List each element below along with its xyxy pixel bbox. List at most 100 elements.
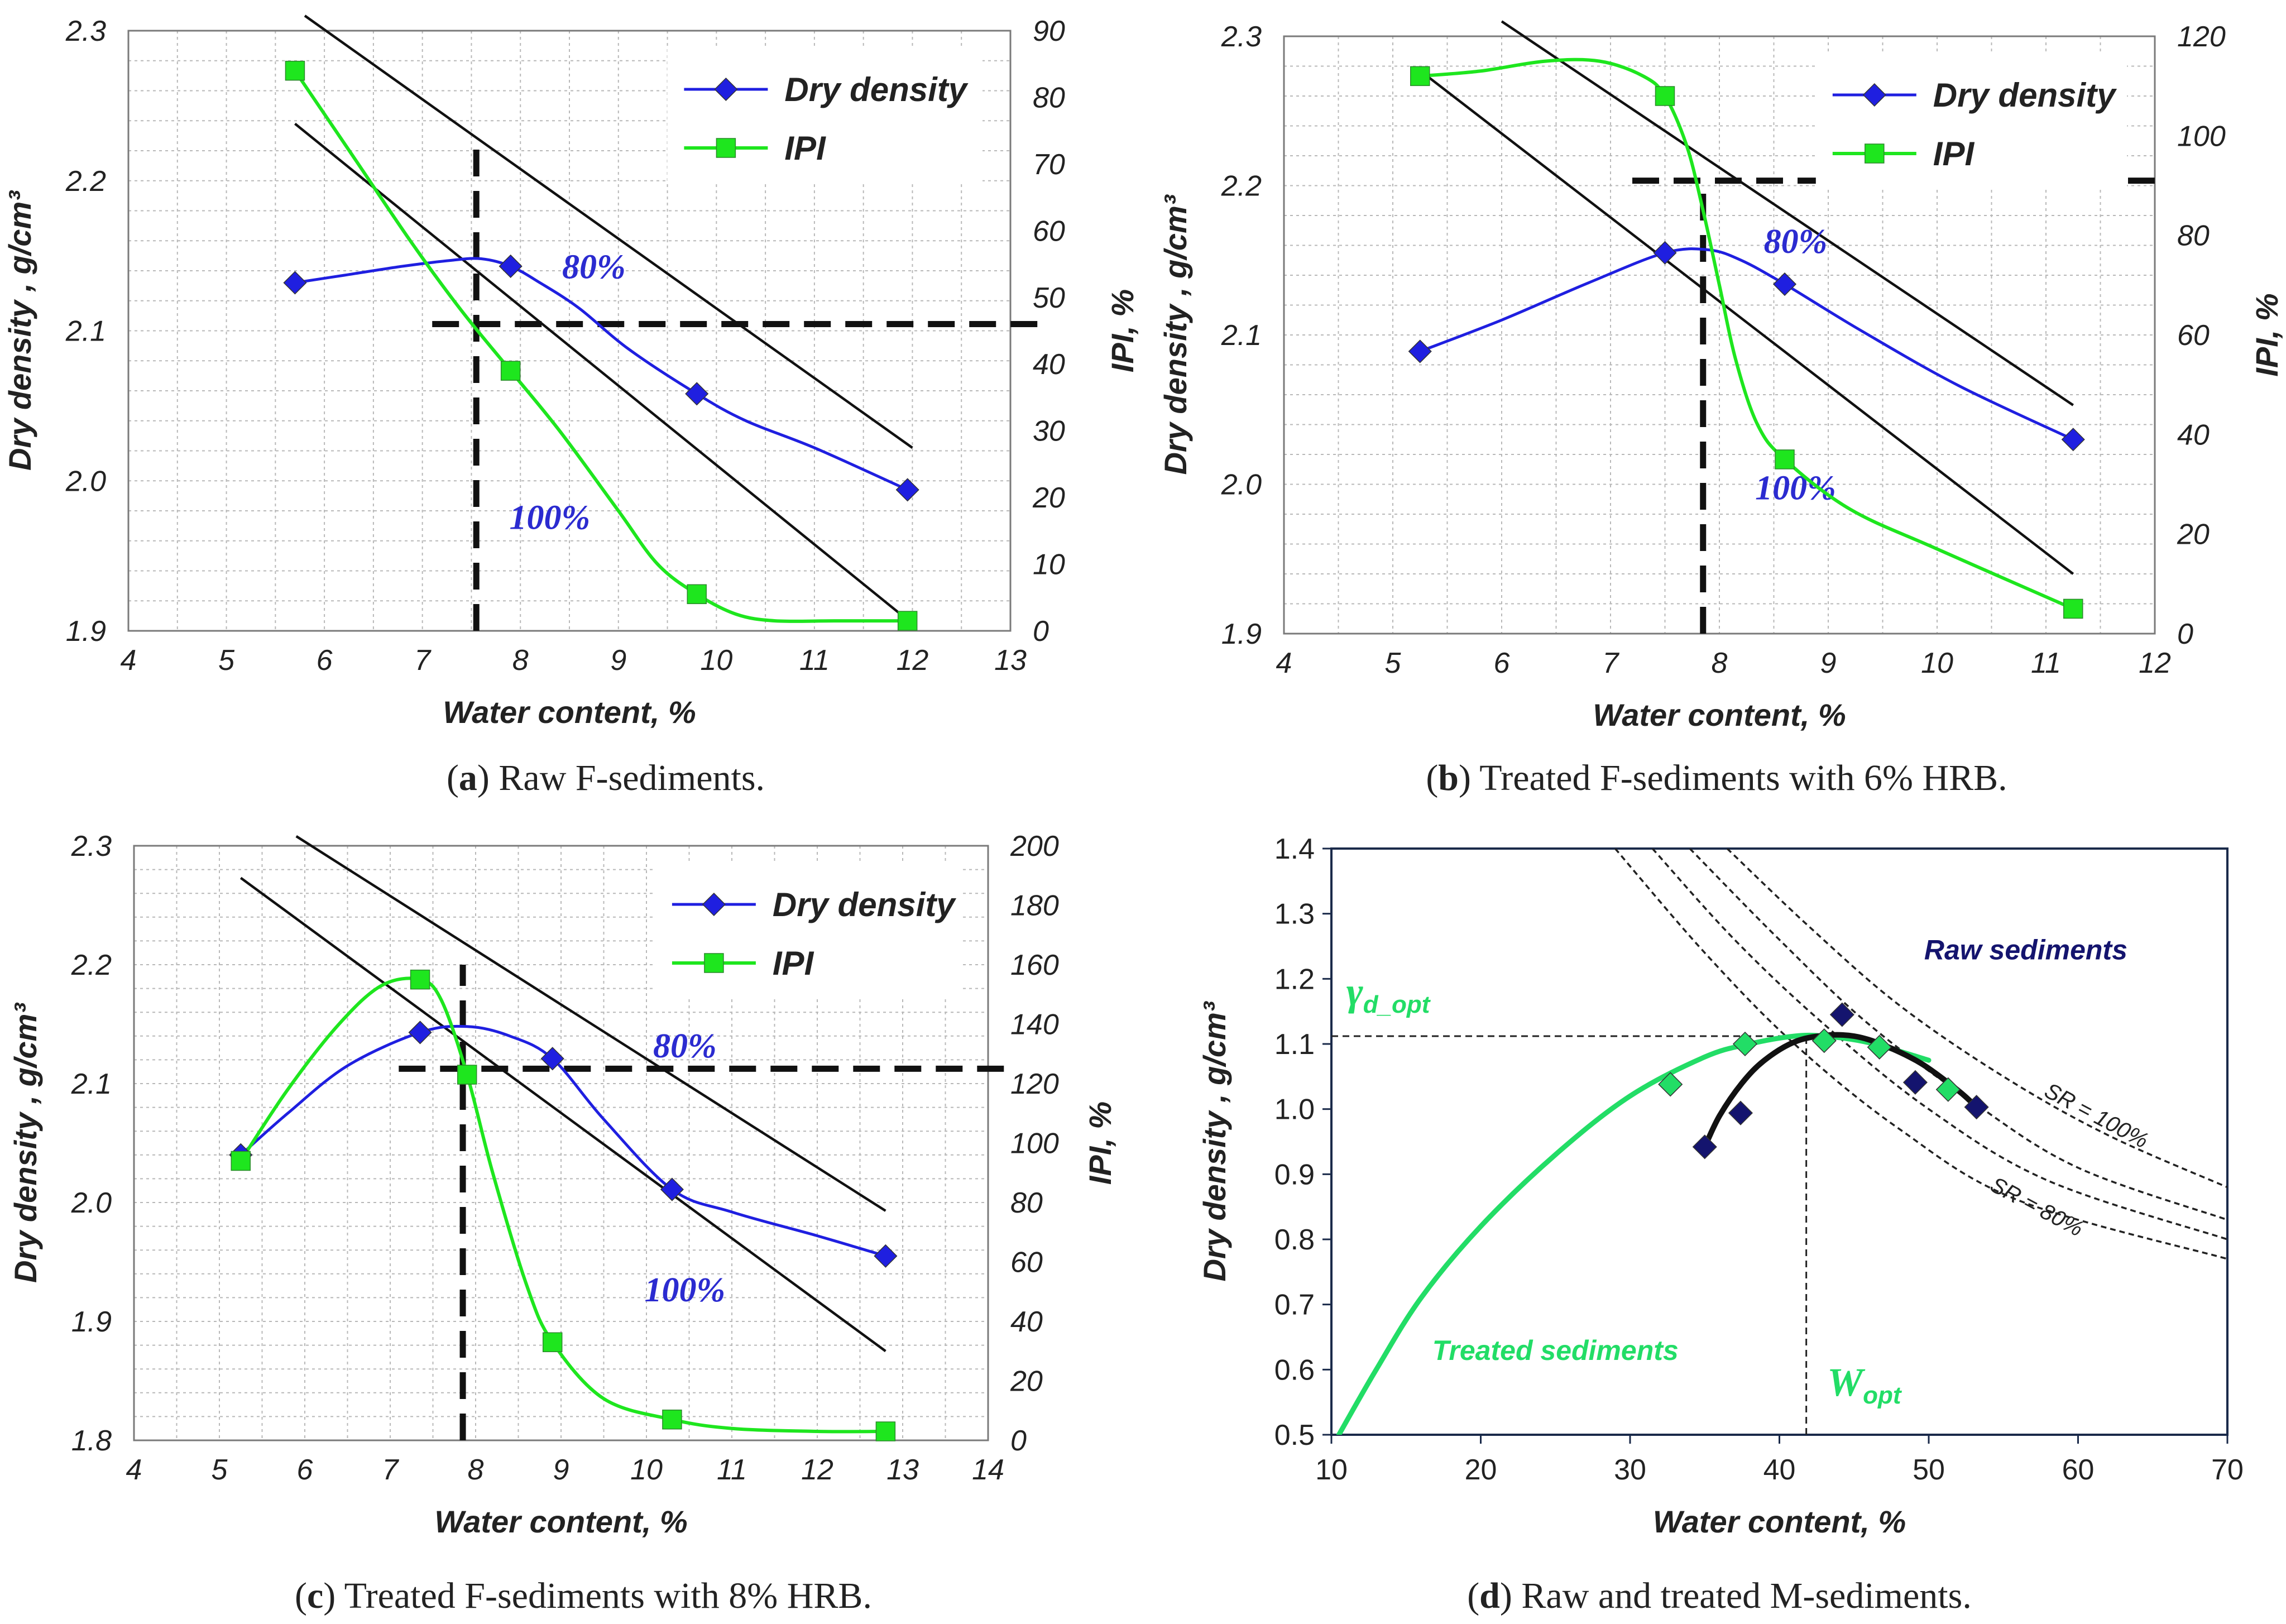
- dry-density-point: [540, 1047, 564, 1071]
- y-tick-label: 0.7: [1274, 1289, 1315, 1321]
- caption-b: (b) Treated F-sediments with 6% HRB.: [1426, 758, 2007, 798]
- data-point: [1811, 1028, 1837, 1053]
- ipi-curve: [239, 976, 886, 1434]
- y-tick-label: 0.5: [1274, 1419, 1315, 1451]
- legend-label-dry-density: Dry density: [1933, 76, 2117, 114]
- ipi-point: [2063, 598, 2083, 619]
- x-tick-label: 7: [382, 1454, 400, 1486]
- y-tick-label: 1.3: [1274, 898, 1315, 931]
- caption-d: (d) Raw and treated M-sediments.: [1467, 1575, 1972, 1616]
- x-tick-label: 6: [317, 644, 333, 677]
- x-tick-label: 40: [1763, 1454, 1796, 1486]
- x-tick-label: 13: [886, 1454, 919, 1486]
- y-tick-label: 0.6: [1274, 1354, 1315, 1386]
- dry-density-point: [2061, 428, 2085, 452]
- plot-frame: [1330, 847, 2229, 1436]
- saturation-line: [1501, 20, 2074, 406]
- x-tick-label: 6: [297, 1454, 313, 1486]
- y2-axis-title: IPI, %: [2249, 293, 2284, 376]
- saturation-label: 100%: [510, 499, 591, 536]
- plot-frame: [133, 845, 989, 1441]
- ipi-curve: [293, 70, 908, 623]
- x-tick-label: 8: [1712, 647, 1728, 679]
- x-tick-label: 11: [2031, 647, 2061, 679]
- caption-a-text: Raw F-sediments.: [490, 758, 765, 798]
- dry-density-curve: [1419, 247, 2074, 441]
- x-tick-label: 4: [126, 1454, 142, 1486]
- x-tick-label: 5: [218, 644, 235, 677]
- saturation-line: [295, 835, 886, 1212]
- y2-tick-label: 0: [1033, 615, 1049, 648]
- saturation-label: 80%: [562, 248, 626, 286]
- data-point: [1692, 1134, 1717, 1160]
- dry-density-point: [408, 1021, 432, 1045]
- saturation-curve: [1614, 849, 2227, 1260]
- data-point: [1964, 1095, 1989, 1120]
- x-tick-label: 10: [1921, 647, 1953, 679]
- annotation-symbol: γd_opt: [1346, 969, 1431, 1018]
- y-tick-label: 2.0: [71, 1187, 112, 1219]
- y-tick-label: 2.1: [65, 315, 106, 348]
- x-tick-label: 13: [994, 644, 1027, 677]
- x-tick-label: 60: [2062, 1454, 2095, 1486]
- y-tick-label: 0.8: [1274, 1224, 1315, 1256]
- x-tick-label: 4: [121, 644, 137, 677]
- legend-label-dry-density: Dry density: [773, 886, 956, 923]
- y2-tick-label: 120: [1010, 1068, 1059, 1100]
- y-tick-label: 2.0: [1221, 469, 1262, 501]
- y2-tick-label: 60: [1010, 1247, 1043, 1279]
- y-tick-label: 1.2: [1274, 963, 1315, 995]
- x-tick-label: 12: [801, 1454, 833, 1486]
- y-axis-title: Dry density , g/cm³: [1158, 194, 1193, 475]
- y-axis-title: Dry density , g/cm³: [1197, 1001, 1232, 1281]
- y2-tick-label: 0: [1010, 1425, 1027, 1457]
- caption-d-text: Raw and treated M-sediments.: [1512, 1575, 1972, 1616]
- y2-tick-label: 20: [1032, 482, 1065, 514]
- x-tick-label: 5: [1385, 647, 1402, 679]
- data-point: [1658, 1072, 1683, 1097]
- x-axis-title: Water content, %: [443, 694, 696, 730]
- panel-c-chart: 4 5 6 7 8 9 10 11 12 13 14 1.8 1.9 2.0 2.1 2.2 2.3 0 20 40 6…: [8, 830, 1118, 1539]
- y2-tick-label: 20: [2177, 519, 2210, 551]
- data-point: [1732, 1031, 1758, 1057]
- caption-c-text: Treated F-sediments with 8% HRB.: [336, 1575, 872, 1616]
- plot-frame: [127, 30, 1012, 632]
- y2-tick-label: 200: [1010, 830, 1059, 863]
- y-tick-label: 2.2: [1221, 170, 1262, 203]
- x-tick-label: 12: [897, 644, 929, 677]
- y2-tick-label: 10: [1033, 549, 1065, 581]
- y2-tick-label: 120: [2177, 21, 2226, 53]
- y2-tick-label: 0: [2177, 618, 2193, 650]
- caption-a-letter: a: [459, 758, 477, 798]
- y2-tick-label: 100: [1010, 1128, 1059, 1160]
- y2-tick-label: 80: [1010, 1187, 1043, 1219]
- saturation-label: 100%: [645, 1271, 726, 1309]
- dry-density-point: [1653, 241, 1677, 265]
- x-tick-label: 8: [468, 1454, 484, 1486]
- ipi-point: [875, 1421, 896, 1441]
- dry-density-point: [660, 1177, 684, 1201]
- y2-tick-label: 60: [2177, 319, 2210, 352]
- ipi-point: [1775, 449, 1795, 470]
- saturation-label: 80%: [653, 1027, 717, 1065]
- saturation-label: 100%: [1755, 469, 1836, 507]
- y-axis-title: Dry density , g/cm³: [2, 190, 37, 471]
- data-point: [1728, 1100, 1753, 1125]
- saturation-curve: [1689, 849, 2227, 1221]
- y-tick-label: 2.3: [1221, 21, 1262, 53]
- data-point: [1829, 1002, 1854, 1027]
- x-tick-label: 10: [1315, 1454, 1348, 1486]
- annotation-symbol: Wopt: [1827, 1360, 1902, 1409]
- x-tick-label: 14: [972, 1454, 1004, 1486]
- saturation-line: [239, 876, 886, 1353]
- annotation-symbol-sub: opt: [1863, 1382, 1902, 1409]
- y-tick-label: 1.8: [71, 1425, 112, 1457]
- ipi-point: [542, 1332, 563, 1353]
- y2-axis-title: IPI, %: [1082, 1101, 1118, 1185]
- legend-marker-dry-density: [1862, 83, 1886, 107]
- caption-a: (a) Raw F-sediments.: [447, 758, 765, 798]
- y-tick-label: 1.9: [66, 615, 106, 648]
- saturation-line: [294, 122, 904, 617]
- x-tick-label: 70: [2211, 1454, 2244, 1486]
